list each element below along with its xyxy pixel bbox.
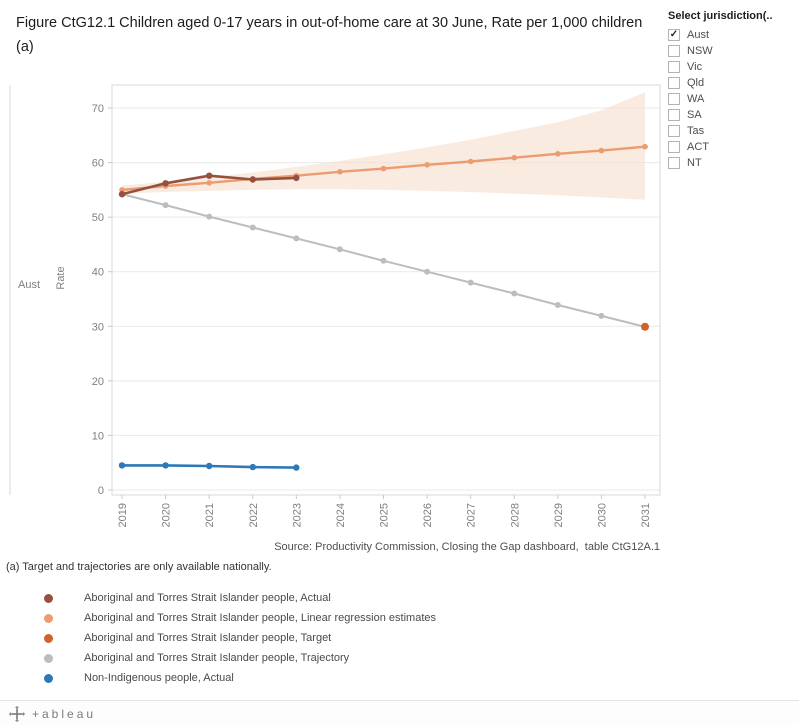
svg-text:2022: 2022 (248, 503, 260, 527)
jurisdiction-option-sa[interactable]: SA (668, 109, 794, 121)
jurisdiction-option-act[interactable]: ACT (668, 141, 794, 153)
svg-text:2019: 2019 (117, 503, 129, 527)
tableau-logo[interactable]: +ableau (9, 705, 97, 722)
svg-text:Rate: Rate (55, 266, 67, 289)
legend-label: Aboriginal and Torres Strait Islander pe… (84, 652, 350, 664)
legend-swatch (44, 593, 53, 603)
svg-text:20: 20 (92, 376, 104, 388)
svg-text:Aust: Aust (18, 279, 40, 291)
jurisdiction-label: ACT (687, 141, 709, 153)
jurisdiction-label: Qld (687, 77, 705, 89)
checkbox-unchecked[interactable] (668, 93, 680, 105)
jurisdiction-option-wa[interactable]: WA (668, 93, 794, 105)
jurisdiction-option-nsw[interactable]: NSW (668, 45, 794, 57)
svg-text:2020: 2020 (161, 503, 173, 527)
jurisdiction-label: Aust (687, 29, 710, 41)
legend-swatch (44, 613, 53, 623)
jurisdiction-label: SA (687, 109, 702, 121)
svg-text:10: 10 (92, 430, 104, 442)
jurisdiction-option-vic[interactable]: Vic (668, 61, 794, 73)
legend-label: Aboriginal and Torres Strait Islander pe… (84, 612, 436, 624)
svg-text:2021: 2021 (204, 503, 216, 527)
svg-text:2031: 2031 (640, 503, 652, 527)
tableau-logo-icon (9, 705, 25, 722)
checkbox-unchecked[interactable] (668, 125, 680, 137)
svg-text:60: 60 (92, 158, 104, 170)
jurisdiction-label: NSW (687, 45, 713, 57)
checkbox-unchecked[interactable] (668, 109, 680, 121)
legend-label: Aboriginal and Torres Strait Islander pe… (84, 632, 332, 644)
legend-item[interactable]: Aboriginal and Torres Strait Islander pe… (44, 648, 436, 668)
legend-item[interactable]: Aboriginal and Torres Strait Islander pe… (44, 608, 436, 628)
jurisdiction-label: Tas (687, 125, 705, 137)
svg-text:2030: 2030 (596, 503, 608, 527)
legend-item[interactable]: Non-Indigenous people, Actual (44, 668, 436, 688)
tableau-footer: +ableau (0, 700, 799, 726)
svg-text:2029: 2029 (553, 503, 565, 527)
svg-text:2027: 2027 (466, 503, 478, 527)
svg-text:2023: 2023 (291, 503, 303, 527)
svg-text:2028: 2028 (509, 503, 521, 527)
svg-text:40: 40 (92, 267, 104, 279)
svg-text:30: 30 (92, 321, 104, 333)
jurisdiction-label: WA (687, 93, 705, 105)
legend-item[interactable]: Aboriginal and Torres Strait Islander pe… (44, 588, 436, 608)
legend: Aboriginal and Torres Strait Islander pe… (44, 588, 436, 688)
jurisdiction-label: NT (687, 157, 702, 169)
footnote: (a) Target and trajectories are only ava… (6, 561, 272, 573)
jurisdiction-filter-title: Select jurisdiction(.. (668, 10, 773, 22)
svg-text:2026: 2026 (422, 503, 434, 527)
tableau-brand-text: +ableau (32, 706, 97, 721)
svg-text:2025: 2025 (379, 503, 391, 527)
checkbox-unchecked[interactable] (668, 45, 680, 57)
jurisdiction-label: Vic (687, 61, 703, 73)
legend-swatch (44, 673, 53, 683)
legend-swatch (44, 633, 53, 643)
jurisdiction-filter-list: ✓ Aust NSW Vic Qld WA SA Tas ACT NT (668, 29, 794, 169)
jurisdiction-option-aust[interactable]: ✓ Aust (668, 29, 794, 41)
checkbox-unchecked[interactable] (668, 157, 680, 169)
svg-text:0: 0 (98, 485, 104, 497)
checkbox-unchecked[interactable] (668, 141, 680, 153)
svg-text:70: 70 (92, 103, 104, 115)
jurisdiction-option-qld[interactable]: Qld (668, 77, 794, 89)
legend-label: Non-Indigenous people, Actual (84, 672, 234, 684)
source-note: Source: Productivity Commission, Closing… (274, 541, 660, 553)
checkbox-unchecked[interactable] (668, 77, 680, 89)
checkbox-checked[interactable]: ✓ (668, 29, 680, 41)
legend-swatch (44, 653, 53, 663)
legend-label: Aboriginal and Torres Strait Islander pe… (84, 592, 331, 604)
svg-text:2024: 2024 (335, 503, 347, 527)
figure-title: Figure CtG12.1 Children aged 0-17 years … (16, 15, 643, 55)
jurisdiction-filter-panel: Select jurisdiction(.. ✓ Aust NSW Vic Qld WA S… (668, 10, 794, 173)
legend-item[interactable]: Aboriginal and Torres Strait Islander pe… (44, 628, 436, 648)
checkbox-unchecked[interactable] (668, 61, 680, 73)
jurisdiction-option-tas[interactable]: Tas (668, 125, 794, 137)
jurisdiction-option-nt[interactable]: NT (668, 157, 794, 169)
svg-text:50: 50 (92, 212, 104, 224)
